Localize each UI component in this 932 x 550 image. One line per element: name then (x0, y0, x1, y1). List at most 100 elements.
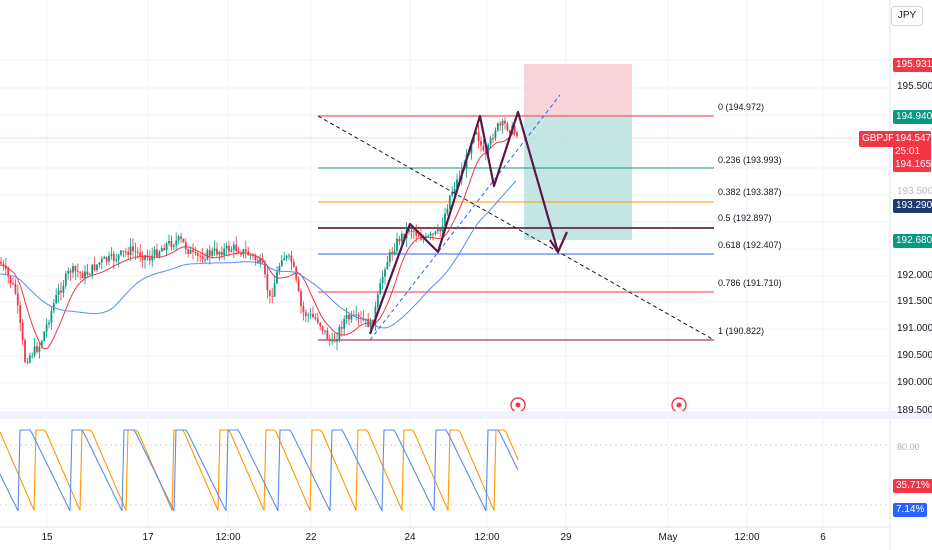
candle-body (19, 305, 22, 323)
candle-body (494, 130, 497, 139)
candle-body (415, 231, 418, 236)
candle-body (57, 290, 60, 295)
last-price-tag: 194.547 25:01 194.165 (893, 131, 931, 172)
candle-body (304, 312, 307, 316)
event-markers[interactable] (510, 397, 687, 413)
candle-body (213, 248, 216, 251)
pattern-drawings[interactable] (317, 94, 715, 341)
time-axis-label: 6 (820, 532, 826, 543)
fib-label-0786: 0.786 (191.710) (718, 278, 782, 288)
candle-body (33, 346, 36, 356)
osc-line-orange (0, 429, 519, 511)
candle-body (21, 322, 24, 341)
candle-body (408, 229, 410, 232)
candle-body (357, 314, 360, 318)
fib-label-1: 1 (190.822) (718, 326, 765, 336)
candle-body (360, 317, 362, 319)
pattern-path (368, 110, 560, 335)
candle-body (348, 314, 350, 320)
candle-body (88, 274, 91, 276)
candle-body (259, 258, 262, 264)
candle-body (76, 271, 79, 273)
candle-body (350, 314, 353, 320)
price-axis-label: 193.500 (897, 186, 932, 197)
fib-label-0382: 0.382 (193.387) (718, 187, 782, 197)
candle-body (499, 123, 502, 126)
candle-body (184, 242, 187, 250)
candle-body (321, 326, 324, 331)
candle-body (492, 138, 494, 140)
candle-body (194, 251, 197, 254)
price-axis-label: 192.000 (897, 270, 932, 281)
pane-separator[interactable] (0, 411, 932, 419)
candle-body (199, 255, 202, 257)
candle-body (336, 339, 338, 342)
price-tag-mid: 193.290 (893, 199, 932, 213)
candle-body (307, 314, 310, 316)
candle-body (60, 290, 62, 293)
candle-body (211, 250, 214, 256)
candle-body (134, 251, 137, 253)
candle-body (453, 188, 456, 192)
time-axis-label: May (658, 532, 678, 543)
candle-body (398, 238, 401, 242)
risk-reward-zones (524, 64, 632, 240)
price-tag-target: 192.680 (893, 234, 932, 248)
candle-body (451, 191, 454, 196)
candle-body (448, 195, 451, 209)
candle-body (271, 295, 274, 297)
price-axis-label: 190.000 (897, 377, 932, 388)
candle-body (506, 123, 509, 131)
candle-body (192, 249, 194, 252)
candle-body (487, 144, 490, 154)
candle-body (420, 236, 422, 240)
candle-body (314, 317, 317, 319)
candle-body (496, 123, 499, 131)
candle-body (103, 257, 106, 259)
candle-body (108, 255, 110, 262)
candle-body (50, 310, 53, 323)
time-axis-label: 12:00 (474, 532, 500, 543)
candle-body (434, 231, 437, 235)
candle-body (112, 254, 115, 261)
candle-body (67, 270, 70, 274)
candle-body (292, 261, 295, 267)
candle-body (309, 313, 312, 315)
time-axis-label: 17 (142, 532, 154, 543)
candle-body (252, 255, 254, 257)
oscillator-axis-label: 80.00 (897, 442, 920, 452)
candle-body (444, 213, 446, 226)
candle-body (386, 262, 389, 270)
candle-body (36, 346, 38, 352)
candle-body (393, 251, 396, 254)
descending-trendline (317, 115, 715, 341)
candle-body (441, 225, 444, 232)
time-axis-label: 29 (560, 532, 572, 543)
time-axis-label: 12:00 (734, 532, 760, 543)
candle-body (480, 141, 482, 146)
candlesticks (0, 117, 518, 365)
candle-body (208, 250, 211, 256)
candle-body (72, 266, 74, 273)
candle-body (189, 249, 192, 254)
candle-body (201, 256, 204, 260)
candle-body (381, 276, 384, 284)
candle-body (170, 240, 173, 247)
candle-body (187, 249, 190, 254)
candle-body (172, 245, 175, 247)
candle-body (290, 255, 293, 262)
candle-body (376, 294, 379, 307)
candle-body (7, 268, 10, 277)
oscillator-pane (0, 429, 890, 512)
currency-button[interactable]: JPY (891, 6, 923, 26)
fib-label-0618: 0.618 (192.407) (718, 240, 782, 250)
candle-body (333, 339, 336, 342)
candle-body (372, 319, 374, 326)
candle-body (508, 130, 511, 134)
candle-body (163, 248, 166, 251)
candle-body (45, 324, 48, 332)
price-axis-label: 191.000 (897, 323, 932, 334)
candle-body (228, 245, 230, 252)
candle-body (180, 236, 182, 239)
